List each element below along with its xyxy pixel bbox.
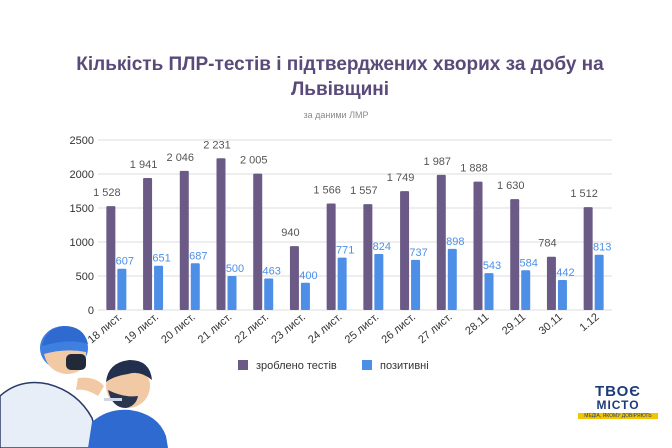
legend: зроблено тестів позитивні bbox=[238, 360, 429, 372]
x-tick-label: 23 лист. bbox=[269, 311, 308, 346]
bar-positive bbox=[411, 259, 421, 310]
data-label-tests: 2 231 bbox=[203, 139, 231, 151]
bar-tests bbox=[143, 178, 153, 310]
bar-positive bbox=[117, 268, 127, 310]
brand-name-bottom: МІСТО bbox=[596, 398, 640, 412]
bar-positive bbox=[557, 279, 567, 310]
data-label-tests: 940 bbox=[281, 227, 299, 239]
bars: 1 528 607 1 941 651 2 046 687 2 231 500 2 005 463… bbox=[93, 139, 611, 310]
bar-positive bbox=[190, 263, 200, 310]
x-tick-label: 26 лист. bbox=[379, 311, 418, 346]
data-label-positive: 898 bbox=[446, 236, 464, 248]
legend-swatch-positive bbox=[362, 360, 372, 370]
bar-positive bbox=[337, 257, 347, 310]
data-label-positive: 607 bbox=[116, 256, 134, 268]
data-label-positive: 463 bbox=[263, 266, 281, 278]
data-label-tests: 784 bbox=[538, 238, 556, 250]
legend-label-tests: зроблено тестів bbox=[256, 360, 337, 372]
bar-positive bbox=[264, 278, 274, 310]
x-tick-label: 21 лист. bbox=[196, 311, 235, 346]
bar-positive bbox=[300, 282, 310, 310]
bar-tests bbox=[106, 206, 116, 310]
bar-tests bbox=[583, 207, 593, 310]
x-tick-label: 27 лист. bbox=[416, 311, 455, 346]
data-label-positive: 687 bbox=[189, 250, 207, 262]
x-tick-label: 24 лист. bbox=[306, 311, 345, 346]
bar-tests bbox=[436, 174, 446, 310]
brand-logo: ТВОЄ МІСТО МЕДІА, ЯКОМУ ДОВІРЯЮТЬ bbox=[578, 384, 658, 419]
bar-tests bbox=[289, 246, 299, 310]
bar-tests bbox=[253, 173, 263, 310]
data-label-tests: 1 566 bbox=[313, 185, 341, 197]
bar-positive bbox=[154, 265, 164, 310]
data-label-tests: 1 941 bbox=[130, 159, 158, 171]
y-tick-label: 2000 bbox=[70, 169, 94, 181]
bar-positive bbox=[521, 270, 531, 310]
legend-label-positive: позитивні bbox=[380, 360, 429, 372]
data-label-tests: 1 512 bbox=[570, 188, 598, 200]
data-label-tests: 1 557 bbox=[350, 185, 378, 197]
data-label-positive: 771 bbox=[336, 245, 354, 257]
bar-tests bbox=[216, 158, 226, 310]
data-label-tests: 2 005 bbox=[240, 155, 268, 167]
data-label-positive: 543 bbox=[483, 260, 501, 272]
data-label-positive: 737 bbox=[409, 247, 427, 259]
y-tick-label: 0 bbox=[88, 305, 94, 317]
bar-tests bbox=[326, 203, 336, 310]
brand-tagline: МЕДІА, ЯКОМУ ДОВІРЯЮТЬ bbox=[578, 413, 658, 419]
x-tick-label: 1.12 bbox=[577, 311, 601, 334]
chart-title: Кількість ПЛР-тестів і підтверджених хво… bbox=[76, 54, 604, 100]
y-tick-label: 1500 bbox=[70, 203, 94, 215]
legend-swatch-tests bbox=[238, 360, 248, 370]
bar-tests bbox=[546, 256, 556, 310]
x-tick-label: 30.11 bbox=[537, 311, 565, 337]
bar-tests bbox=[179, 170, 189, 310]
data-label-positive: 813 bbox=[593, 242, 611, 254]
bar-tests bbox=[400, 191, 410, 310]
bar-positive bbox=[484, 273, 494, 310]
data-label-tests: 2 046 bbox=[167, 152, 195, 164]
y-axis: 0 500 1000 1500 2000 2500 bbox=[70, 135, 94, 317]
data-label-positive: 400 bbox=[299, 270, 317, 282]
data-label-positive: 584 bbox=[520, 257, 538, 269]
x-tick-label: 29.11 bbox=[500, 311, 528, 337]
medical-worker-illustration bbox=[0, 326, 168, 448]
data-label-positive: 500 bbox=[226, 263, 244, 275]
x-tick-label: 22 лист. bbox=[233, 311, 272, 346]
bar-tests bbox=[363, 204, 373, 310]
grid-lines bbox=[98, 139, 612, 311]
data-label-positive: 442 bbox=[556, 267, 574, 279]
data-label-tests: 1 987 bbox=[424, 156, 452, 168]
y-tick-label: 1000 bbox=[70, 237, 94, 249]
brand-name-top: ТВОЄ bbox=[595, 383, 641, 400]
bar-tests bbox=[510, 199, 520, 310]
data-label-tests: 1 630 bbox=[497, 180, 525, 192]
x-tick-label: 25 лист. bbox=[343, 311, 382, 346]
y-tick-label: 2500 bbox=[70, 135, 94, 147]
data-label-tests: 1 749 bbox=[387, 172, 415, 184]
data-label-positive: 651 bbox=[152, 253, 170, 265]
data-label-positive: 824 bbox=[373, 241, 391, 253]
y-tick-label: 500 bbox=[76, 271, 94, 283]
bar-positive bbox=[374, 253, 384, 310]
bar-positive bbox=[594, 254, 604, 310]
data-label-tests: 1 888 bbox=[460, 163, 488, 175]
bar-tests bbox=[473, 181, 483, 310]
data-label-tests: 1 528 bbox=[93, 187, 121, 199]
chart-subtitle: за даними ЛМР bbox=[303, 110, 369, 120]
x-tick-label: 28.11 bbox=[463, 311, 491, 337]
bar-positive bbox=[447, 248, 457, 310]
bar-positive bbox=[227, 276, 237, 310]
